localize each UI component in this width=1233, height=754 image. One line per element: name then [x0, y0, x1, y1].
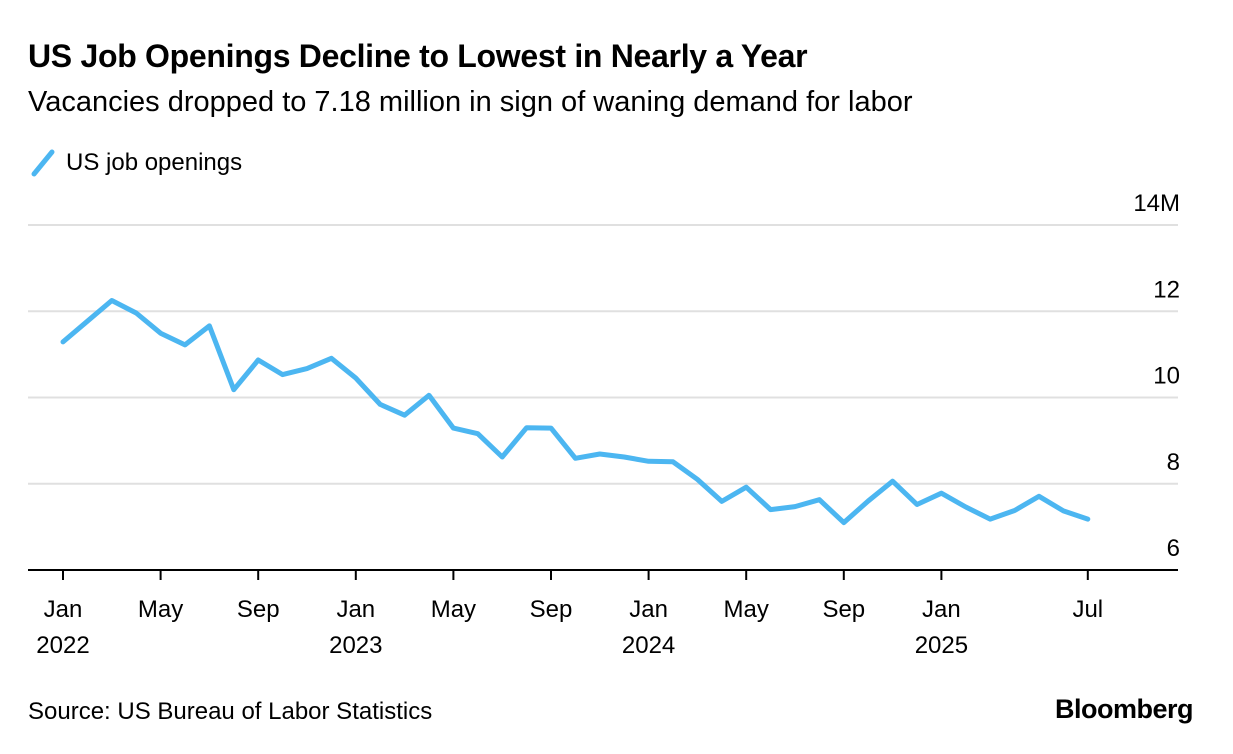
x-tick-label: Sep [530, 596, 573, 623]
x-tick-label: Sep [822, 596, 865, 623]
x-tick-label: May [431, 596, 476, 623]
brand-logo: Bloomberg [1054, 694, 1194, 724]
chart-title: US Job Openings Decline to Lowest in Nea… [28, 38, 808, 74]
legend-swatch [31, 149, 55, 177]
source-note: Source: US Bureau of Labor Statistics [28, 698, 433, 725]
x-tick-label: Jul [1072, 596, 1103, 623]
y-tick-label: 14M [1133, 190, 1180, 217]
y-tick-label: 8 [1167, 449, 1180, 476]
x-tick-label: Sep [237, 596, 280, 623]
chart-subtitle: Vacancies dropped to 7.18 million in sig… [28, 86, 913, 118]
x-tick-year-label: 2024 [622, 632, 675, 659]
x-tick-label: Jan [336, 596, 375, 623]
y-tick-label: 12 [1153, 276, 1180, 303]
x-tick-label: Jan [922, 596, 961, 623]
y-tick-label: 6 [1167, 535, 1180, 562]
y-tick-label: 10 [1153, 363, 1180, 390]
x-tick-label: May [138, 596, 183, 623]
x-tick-year-label: 2023 [329, 632, 382, 659]
series-line-us-job-openings [60, 298, 1091, 526]
legend: US job openings [28, 146, 242, 180]
x-tick-year-label: 2025 [915, 632, 968, 659]
legend-label: US job openings [66, 149, 243, 176]
x-tick-year-label: 2022 [36, 632, 89, 659]
x-tick-label: May [724, 596, 769, 623]
x-tick-label: Jan [44, 596, 83, 623]
x-tick-label: Jan [629, 596, 668, 623]
